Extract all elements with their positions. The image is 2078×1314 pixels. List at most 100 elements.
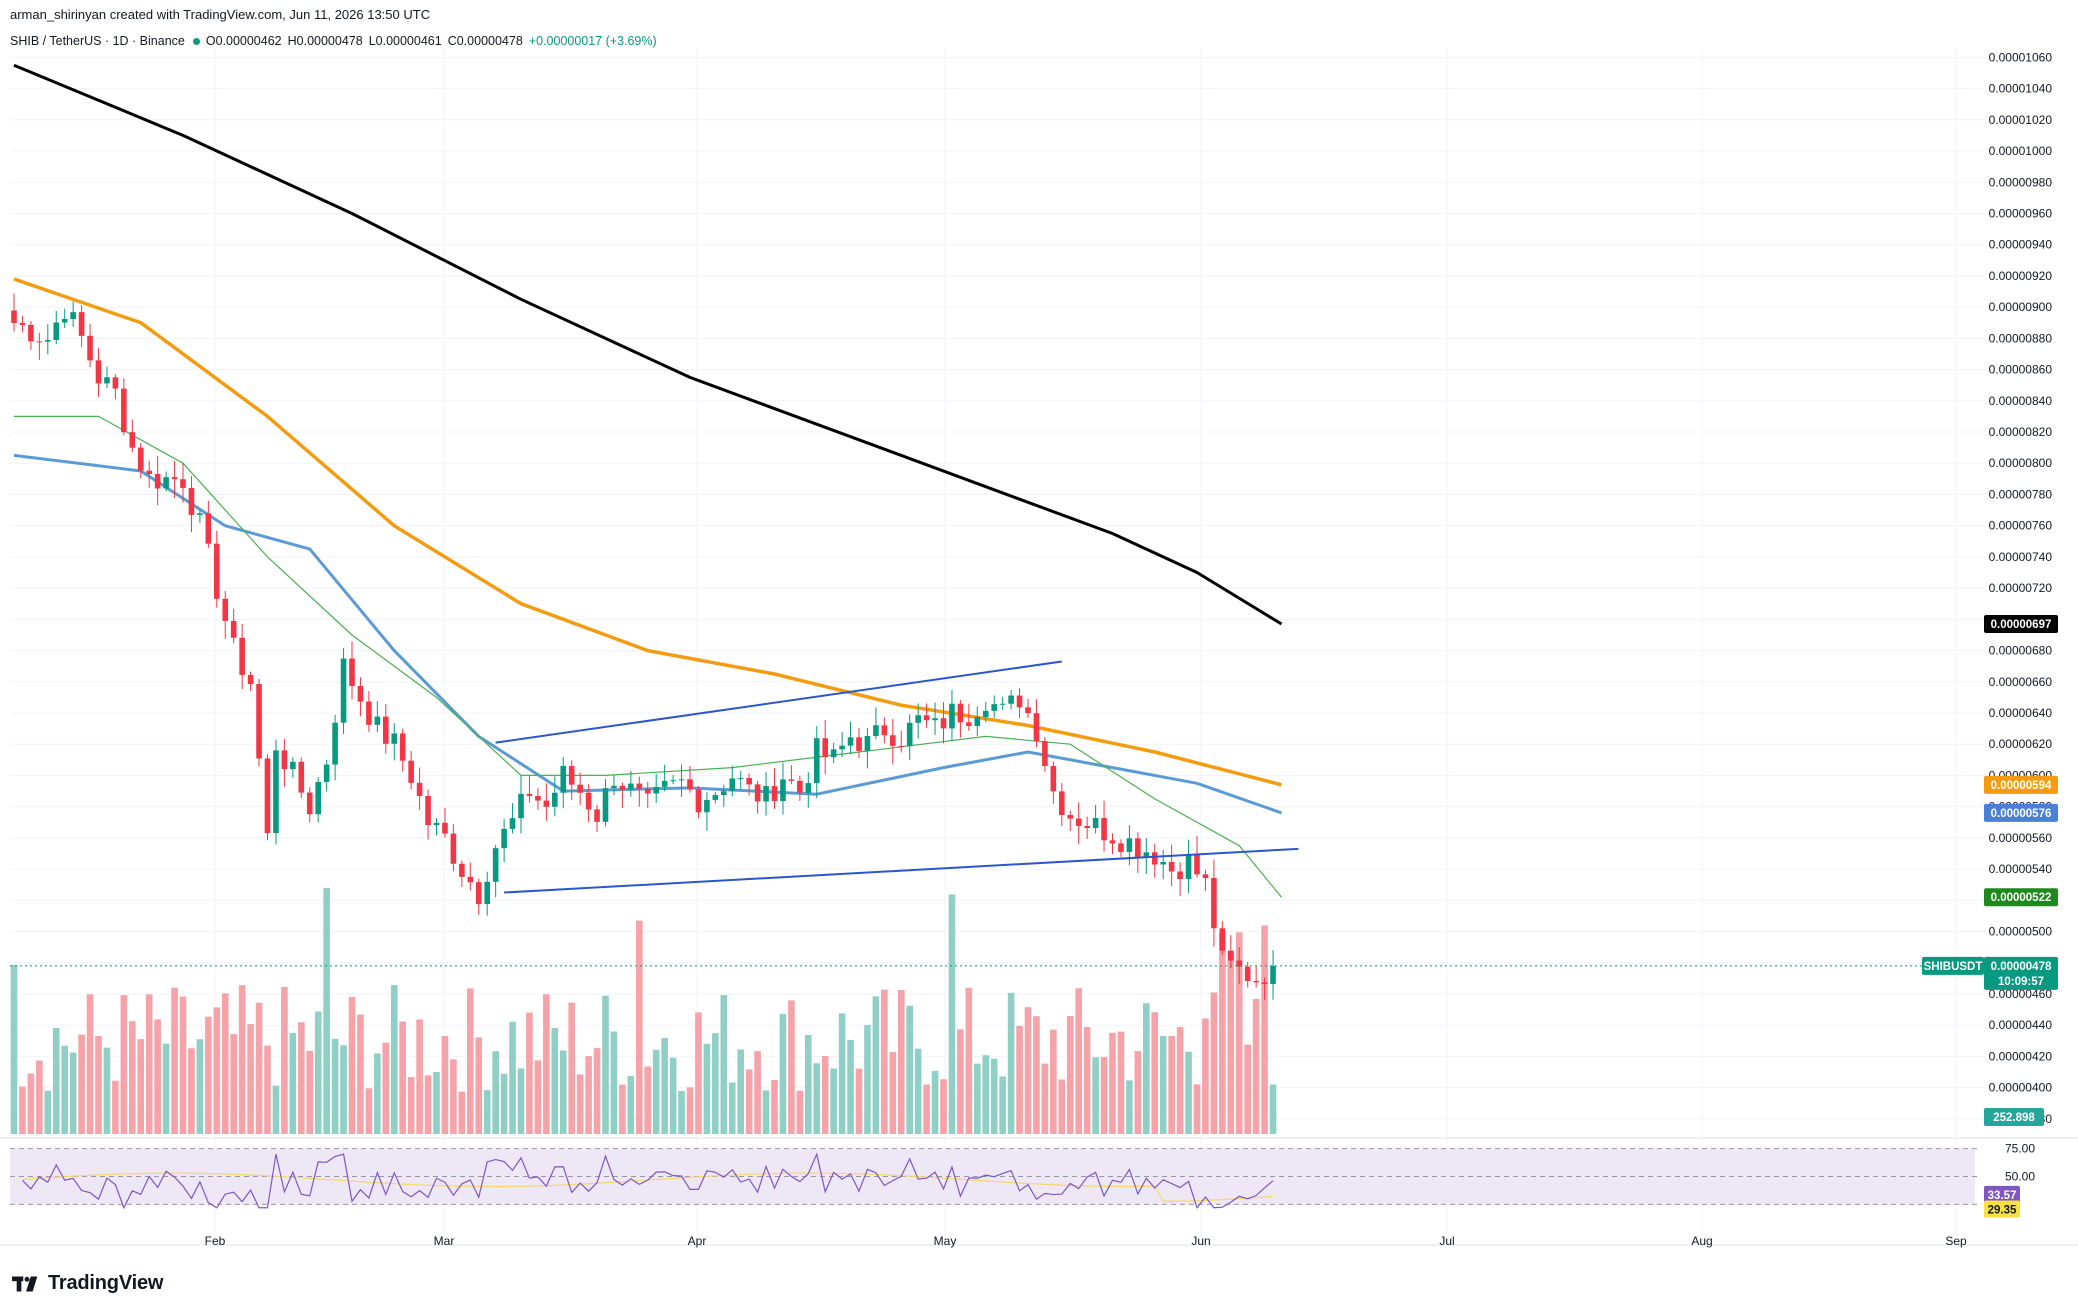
volume-bar: [221, 993, 229, 1134]
volume-bar: [897, 989, 905, 1134]
price-axis-tick-label: 0.00000800: [1989, 456, 2053, 470]
price-axis-tick-label: 0.00000720: [1989, 581, 2053, 595]
price-axis-tick-label: 0.00000560: [1989, 831, 2053, 845]
time-axis-tick-label: Jun: [1191, 1234, 1210, 1248]
candle-body: [864, 735, 871, 751]
volume-bar: [129, 1021, 136, 1134]
volume-bar: [923, 1084, 930, 1134]
high-value: 0.00000478: [296, 34, 363, 48]
candle-body: [543, 800, 550, 807]
candle-body: [923, 715, 930, 721]
candle-body: [1168, 861, 1175, 872]
symbol-tag-label: SHIBUSDT: [1924, 961, 1983, 973]
tradingview-logo[interactable]: TradingView: [12, 1272, 163, 1295]
volume-bar: [441, 1035, 449, 1134]
volume-bar: [19, 1086, 26, 1134]
volume-bar: [78, 1034, 85, 1134]
candle-body: [661, 780, 668, 787]
price-axis-tick-label: 0.00000440: [1989, 1018, 2053, 1032]
candle-body: [974, 716, 981, 727]
volume-bar: [999, 1076, 1006, 1134]
candle-body: [619, 785, 626, 790]
candle-body: [467, 876, 474, 883]
candle-body: [53, 322, 60, 340]
volume-bar: [931, 1070, 939, 1134]
volume-bar: [1210, 992, 1218, 1134]
candle-body: [222, 598, 229, 621]
ma100-line: [13, 277, 1282, 787]
candle-body: [214, 543, 220, 599]
candle-body: [873, 725, 879, 736]
volume-bar: [864, 1024, 871, 1134]
candle-body: [70, 312, 76, 319]
time-axis-tick-label: Mar: [434, 1234, 455, 1248]
volume-bar: [205, 1016, 212, 1134]
volume-bar: [517, 1068, 525, 1134]
candle-body: [1101, 818, 1107, 841]
volume-bar: [1117, 1031, 1125, 1134]
candle-body: [805, 783, 812, 793]
volume-bar: [652, 1049, 660, 1134]
candle-body: [357, 685, 364, 702]
volume-bar: [1219, 932, 1226, 1134]
price-axis-tick-label: 0.00000940: [1989, 238, 2053, 252]
candle-body: [721, 791, 727, 796]
candle-body: [459, 863, 465, 877]
volume-bar: [881, 989, 888, 1134]
volume-bar: [661, 1037, 668, 1134]
volume-bar: [238, 985, 246, 1134]
rsi-line: [22, 1152, 1274, 1210]
candle-body: [137, 447, 144, 471]
volume-bar: [145, 994, 153, 1134]
volume-bar: [1235, 932, 1243, 1134]
volume-bar: [559, 1050, 567, 1134]
volume-bar: [137, 1039, 145, 1134]
volume-bar: [720, 994, 728, 1134]
price-tag: [1984, 888, 2058, 907]
candle-body: [475, 882, 482, 905]
volume-bar: [1058, 1079, 1066, 1134]
volume-bar: [188, 1048, 195, 1134]
volume-bar: [847, 1039, 854, 1134]
candle-body: [856, 737, 862, 751]
candle-body: [501, 828, 507, 849]
volume-tag: [1984, 1108, 2044, 1126]
candle-body: [712, 795, 719, 800]
volume-tag-value: 252.898: [1993, 1112, 2035, 1124]
candle-body: [780, 779, 786, 802]
volume-bar: [112, 1080, 119, 1134]
candle-body: [813, 738, 820, 784]
volume-bar: [568, 1002, 575, 1134]
volume-bar: [703, 1043, 711, 1134]
volume-bar: [948, 894, 956, 1134]
candle-body: [239, 637, 245, 675]
candle-body: [306, 792, 313, 815]
volume-bar: [382, 1042, 390, 1134]
price-axis-tick-label: 0.00000820: [1989, 425, 2053, 439]
candle-body: [746, 778, 752, 785]
time-axis-tick-label: Apr: [688, 1234, 707, 1248]
candle-body: [45, 339, 51, 342]
volume-bar: [1050, 1029, 1057, 1134]
price-axis-tick-label: 0.00000900: [1989, 300, 2053, 314]
candle-body: [11, 310, 17, 324]
volume-bar: [1176, 1026, 1184, 1134]
price-tag: [1984, 803, 2058, 822]
trendline: [504, 847, 1299, 894]
volume-bar: [957, 1029, 964, 1134]
volume-bar: [281, 986, 288, 1134]
candle-body: [839, 745, 845, 750]
candle-body: [999, 703, 1006, 705]
candle-body: [822, 738, 828, 758]
volume-bar: [745, 1069, 753, 1134]
price-axis-tick-label: 0.00000840: [1989, 394, 2053, 408]
volume-bar: [1269, 1084, 1277, 1134]
low-label: L: [368, 34, 376, 48]
volume-bar: [788, 1000, 795, 1134]
price-axis-tick-label: 0.00001060: [1989, 50, 2053, 64]
symbol-label[interactable]: SHIB / TetherUS · 1D · Binance: [10, 34, 185, 48]
volume-bar: [1159, 1035, 1167, 1134]
candle-body: [349, 658, 355, 686]
candle-body: [1253, 981, 1259, 983]
